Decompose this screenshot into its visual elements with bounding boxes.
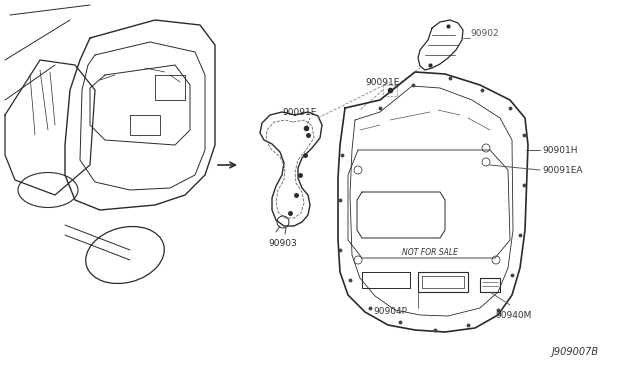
Text: 90091E: 90091E xyxy=(365,77,399,87)
Text: 90940M: 90940M xyxy=(495,311,531,321)
Text: NOT FOR SALE: NOT FOR SALE xyxy=(402,247,458,257)
Text: 90902: 90902 xyxy=(470,29,499,38)
Text: 90903: 90903 xyxy=(269,238,298,247)
Text: 90091E: 90091E xyxy=(283,108,317,116)
Text: 90091EA: 90091EA xyxy=(542,166,582,174)
Text: J909007B: J909007B xyxy=(552,347,598,357)
Text: 90901H: 90901H xyxy=(542,145,577,154)
Text: 90904P: 90904P xyxy=(373,308,407,317)
